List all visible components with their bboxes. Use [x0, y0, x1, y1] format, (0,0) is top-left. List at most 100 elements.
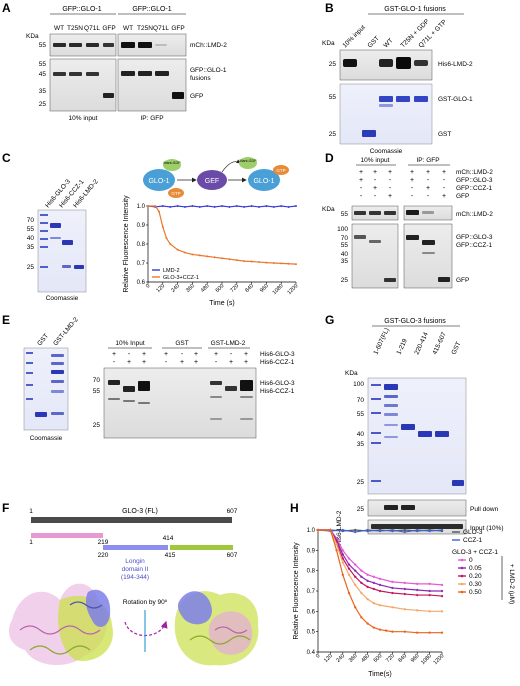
a-marker-55-top: 55 — [39, 42, 47, 49]
e-group-input: 10% Input — [115, 340, 144, 347]
d-sign: - — [374, 193, 377, 200]
d-band — [422, 252, 435, 254]
d-band — [384, 278, 396, 282]
d-marker-100: 100 — [337, 226, 348, 233]
h-data-point — [347, 563, 351, 566]
panel-c: C His6-GLO-3 His6-CCZ-1 His6-LMD-2 70 55… — [2, 151, 299, 307]
d-sign: + — [373, 185, 377, 192]
a-group-2: GFP::GLO-1 — [132, 6, 171, 13]
c-gef-ellipse — [197, 170, 227, 190]
h-data-point — [372, 626, 375, 629]
e-group-gst-lmd2: GST-LMD-2 — [211, 340, 246, 347]
kda-label-a: KDa — [26, 33, 39, 40]
g-marker-40: 40 — [357, 431, 365, 438]
b-group-title: GST-GLO-1 fusions — [384, 6, 446, 13]
panel-g: G GST-GLO-3 fusions 1-607(FL) 1-219 220-… — [325, 313, 504, 545]
e-band — [138, 402, 150, 404]
c-glo1-ellipse-left — [143, 169, 175, 191]
d-sign: + — [426, 185, 430, 192]
c-data-point — [220, 204, 223, 207]
e-sign: - — [215, 359, 218, 366]
c-ladder-band — [40, 214, 48, 216]
c-x-tick-label: 240 — [170, 283, 181, 294]
e-sign: + — [127, 359, 131, 366]
d-label-gfp: GFP — [456, 277, 469, 284]
e-sign: + — [194, 359, 198, 366]
g-group-title: GST-GLO-3 fusions — [384, 318, 446, 325]
c-data-point — [295, 204, 298, 207]
c-x-tick-label: 840 — [244, 283, 255, 294]
h-legend-label: 0.05 — [469, 565, 482, 572]
e-sign: + — [142, 359, 146, 366]
a-label-gfp-glo1: GFP::GLO-1 — [190, 67, 227, 74]
a-lane-gfp-1: GFP — [102, 25, 115, 32]
h-data-point — [366, 579, 369, 583]
a-band — [69, 72, 82, 76]
d-band — [369, 240, 381, 243]
g-band — [384, 384, 398, 390]
h-legend-marker — [460, 558, 464, 562]
g-coomassie-gel — [367, 377, 467, 495]
c-data-point — [206, 204, 209, 207]
d-sign: - — [374, 177, 377, 184]
e-band — [210, 381, 222, 385]
d-label-gfp-ccz1: GFP::CCZ-1 — [456, 242, 492, 249]
g-band — [384, 395, 398, 398]
c-marker-40: 40 — [27, 235, 35, 242]
c-x-tick-label: 1200 — [287, 283, 300, 296]
d-input-title: 10% input — [361, 157, 390, 164]
h-data-point — [403, 530, 406, 534]
h-data-point — [335, 549, 338, 552]
panel-letter-c: C — [2, 151, 11, 165]
a-band — [121, 71, 135, 76]
panel-letter-g: G — [325, 313, 334, 327]
c-glo1-ellipse-right — [248, 169, 280, 191]
h-data-point — [360, 591, 363, 595]
e-sign: - — [128, 351, 131, 358]
d-sign: - — [411, 193, 414, 200]
d-marker-40: 40 — [341, 251, 349, 258]
d-sign: - — [360, 193, 363, 200]
e-sign: + — [229, 359, 233, 366]
g-marker-35: 35 — [357, 441, 365, 448]
e-sign: + — [164, 351, 168, 358]
g-ladder-band — [371, 442, 381, 444]
h-data-point — [440, 589, 444, 593]
d-marker-55-top: 55 — [341, 211, 349, 218]
h-legend-label: GLO-3 — [463, 529, 483, 536]
d-sign-table: + + + + + + mCh::LMD-2+ - - + - - GFP::GLO-3- + - - + - GF… — [359, 169, 493, 200]
b-band — [379, 96, 393, 102]
b-lane-input: 10% input — [341, 24, 367, 50]
c-data-point — [272, 205, 275, 208]
h-data-point — [341, 573, 344, 576]
h-data-point — [440, 610, 444, 613]
panel-letter-d: D — [325, 151, 334, 165]
a-marker-35: 35 — [39, 88, 47, 95]
g-band — [418, 431, 432, 437]
c-y-tick-label: 0.9 — [137, 223, 146, 229]
h-y-tick-label: 0.8 — [307, 569, 316, 575]
c-ladder-band — [40, 238, 48, 240]
a-band — [138, 71, 152, 76]
c-data-point — [243, 260, 246, 263]
h-data-point — [403, 592, 406, 596]
h-data-point — [347, 567, 351, 570]
c-data-point — [198, 254, 201, 257]
c-legend-label: LMD-2 — [163, 268, 180, 274]
b-band — [396, 57, 411, 69]
g-ladder-band — [371, 432, 381, 434]
d-band — [354, 211, 366, 215]
c-data-point — [146, 204, 149, 207]
d-sign: - — [389, 177, 392, 184]
h-x-tick-label: 0 — [315, 653, 321, 659]
e-band — [240, 418, 253, 420]
h-y-tick-label: 0.5 — [307, 630, 316, 636]
e-lane-gst: GST — [36, 333, 50, 348]
h-legend-unit: + LMD-2 (μM) — [508, 564, 515, 604]
a-band — [103, 43, 114, 47]
h-data-point — [378, 604, 382, 607]
panel-letter-a: A — [2, 1, 11, 15]
h-data-point — [372, 581, 375, 585]
d-sign: + — [373, 169, 377, 176]
h-data-point — [378, 529, 382, 533]
